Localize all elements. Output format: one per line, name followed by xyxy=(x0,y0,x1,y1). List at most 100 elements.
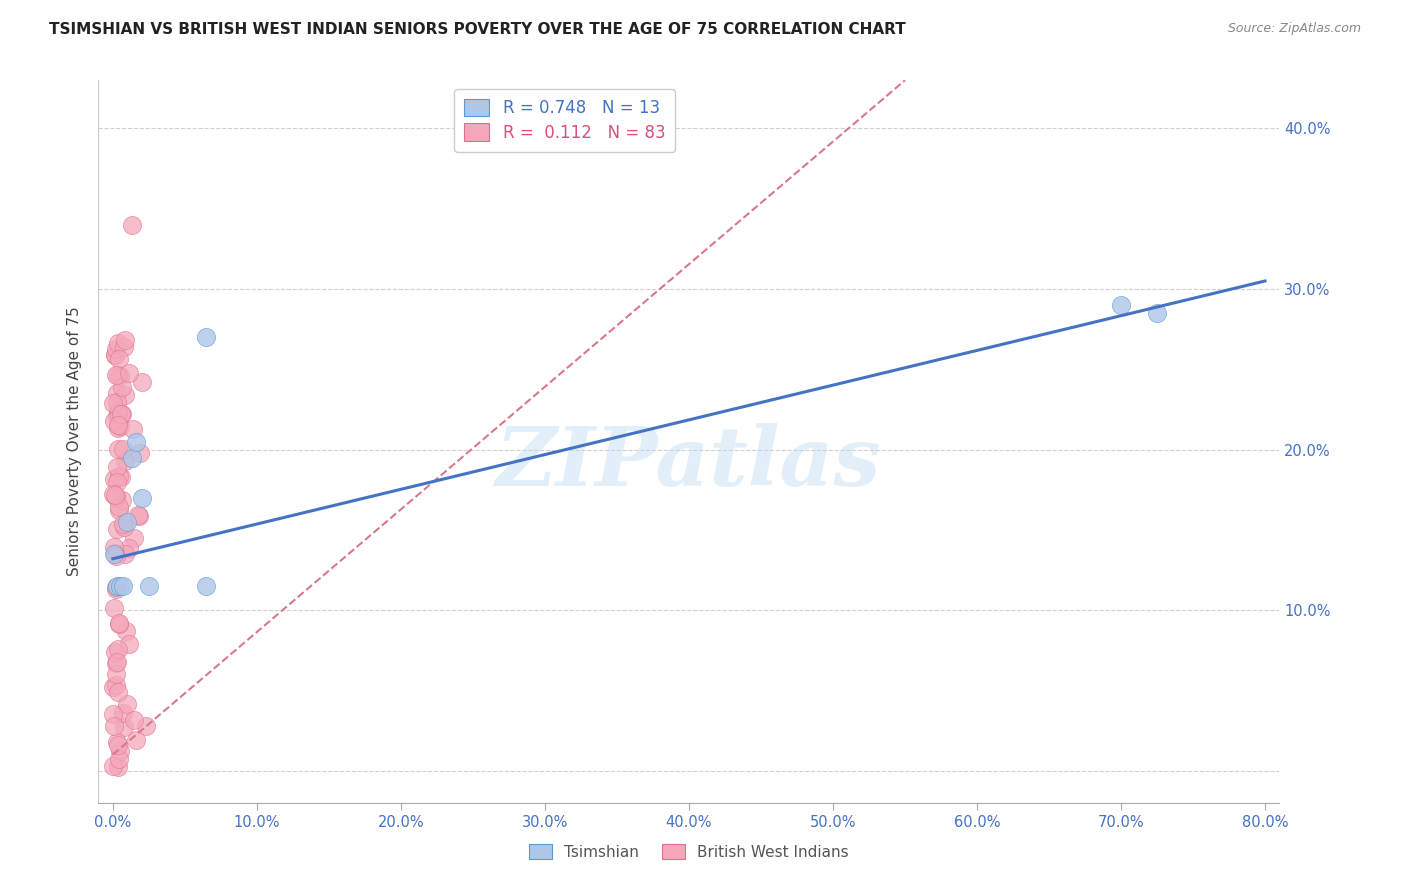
Point xyxy=(195,579,218,593)
Point xyxy=(135,719,157,733)
Point xyxy=(107,406,129,420)
Point xyxy=(107,442,129,457)
Point xyxy=(104,488,127,502)
Point xyxy=(107,368,129,382)
Point xyxy=(103,396,125,410)
Point xyxy=(110,408,132,422)
Point xyxy=(103,415,125,429)
Point xyxy=(121,218,143,232)
Point xyxy=(1146,306,1168,320)
Point xyxy=(107,459,129,474)
Point xyxy=(110,380,132,394)
Point xyxy=(107,738,129,752)
Point xyxy=(108,368,131,383)
Point xyxy=(125,434,148,449)
Point xyxy=(118,366,141,380)
Point xyxy=(1109,298,1132,312)
Point xyxy=(105,343,128,357)
Point xyxy=(108,419,131,434)
Point xyxy=(103,546,125,560)
Point xyxy=(101,706,124,721)
Point xyxy=(107,417,129,432)
Point xyxy=(108,579,131,593)
Point xyxy=(105,522,128,536)
Point xyxy=(104,348,127,362)
Point xyxy=(131,491,153,505)
Point xyxy=(101,487,124,501)
Point xyxy=(131,375,153,389)
Point xyxy=(107,475,129,489)
Point xyxy=(118,637,141,651)
Point xyxy=(107,655,129,669)
Point xyxy=(127,508,149,523)
Point xyxy=(115,697,138,711)
Point xyxy=(104,348,127,362)
Point xyxy=(105,409,128,423)
Point xyxy=(105,579,128,593)
Point xyxy=(112,519,135,533)
Point xyxy=(195,330,218,344)
Point xyxy=(103,680,125,694)
Point xyxy=(103,540,125,554)
Point xyxy=(114,387,136,401)
Point xyxy=(107,336,129,351)
Point xyxy=(117,541,139,555)
Point xyxy=(103,759,125,773)
Point xyxy=(121,450,143,465)
Point xyxy=(107,760,129,774)
Point xyxy=(105,368,128,383)
Point xyxy=(128,508,150,523)
Point xyxy=(105,582,128,597)
Point xyxy=(104,656,127,670)
Legend: Tsimshian, British West Indians: Tsimshian, British West Indians xyxy=(522,836,856,867)
Point xyxy=(103,547,125,561)
Point xyxy=(125,732,148,747)
Point xyxy=(104,491,127,505)
Point xyxy=(103,472,125,486)
Point xyxy=(114,453,136,467)
Point xyxy=(114,333,136,347)
Text: Source: ZipAtlas.com: Source: ZipAtlas.com xyxy=(1227,22,1361,36)
Point xyxy=(105,549,128,564)
Point xyxy=(122,421,145,435)
Point xyxy=(138,579,160,593)
Point xyxy=(115,515,138,529)
Point xyxy=(105,395,128,409)
Point xyxy=(122,531,145,545)
Point xyxy=(108,502,131,516)
Point xyxy=(103,719,125,733)
Point xyxy=(111,516,134,531)
Point xyxy=(108,500,131,514)
Point xyxy=(104,645,127,659)
Point xyxy=(107,685,129,699)
Point xyxy=(107,469,129,483)
Point xyxy=(105,667,128,681)
Point xyxy=(111,579,134,593)
Point xyxy=(112,442,135,457)
Point xyxy=(103,601,125,615)
Point xyxy=(122,713,145,727)
Point xyxy=(111,492,134,507)
Point xyxy=(114,548,136,562)
Point xyxy=(110,470,132,484)
Point xyxy=(107,615,129,630)
Point xyxy=(111,706,134,720)
Text: TSIMSHIAN VS BRITISH WEST INDIAN SENIORS POVERTY OVER THE AGE OF 75 CORRELATION : TSIMSHIAN VS BRITISH WEST INDIAN SENIORS… xyxy=(49,22,905,37)
Point xyxy=(105,734,128,748)
Point xyxy=(112,720,135,734)
Text: ZIPatlas: ZIPatlas xyxy=(496,423,882,503)
Point xyxy=(108,752,131,766)
Point xyxy=(104,580,127,594)
Point xyxy=(111,408,134,422)
Y-axis label: Seniors Poverty Over the Age of 75: Seniors Poverty Over the Age of 75 xyxy=(67,307,83,576)
Point xyxy=(108,617,131,632)
Point xyxy=(107,641,129,656)
Point xyxy=(108,351,131,366)
Point xyxy=(115,624,138,638)
Point xyxy=(108,744,131,758)
Point xyxy=(104,678,127,692)
Point xyxy=(112,340,135,354)
Point xyxy=(128,446,150,460)
Point xyxy=(107,421,129,435)
Point xyxy=(107,404,129,418)
